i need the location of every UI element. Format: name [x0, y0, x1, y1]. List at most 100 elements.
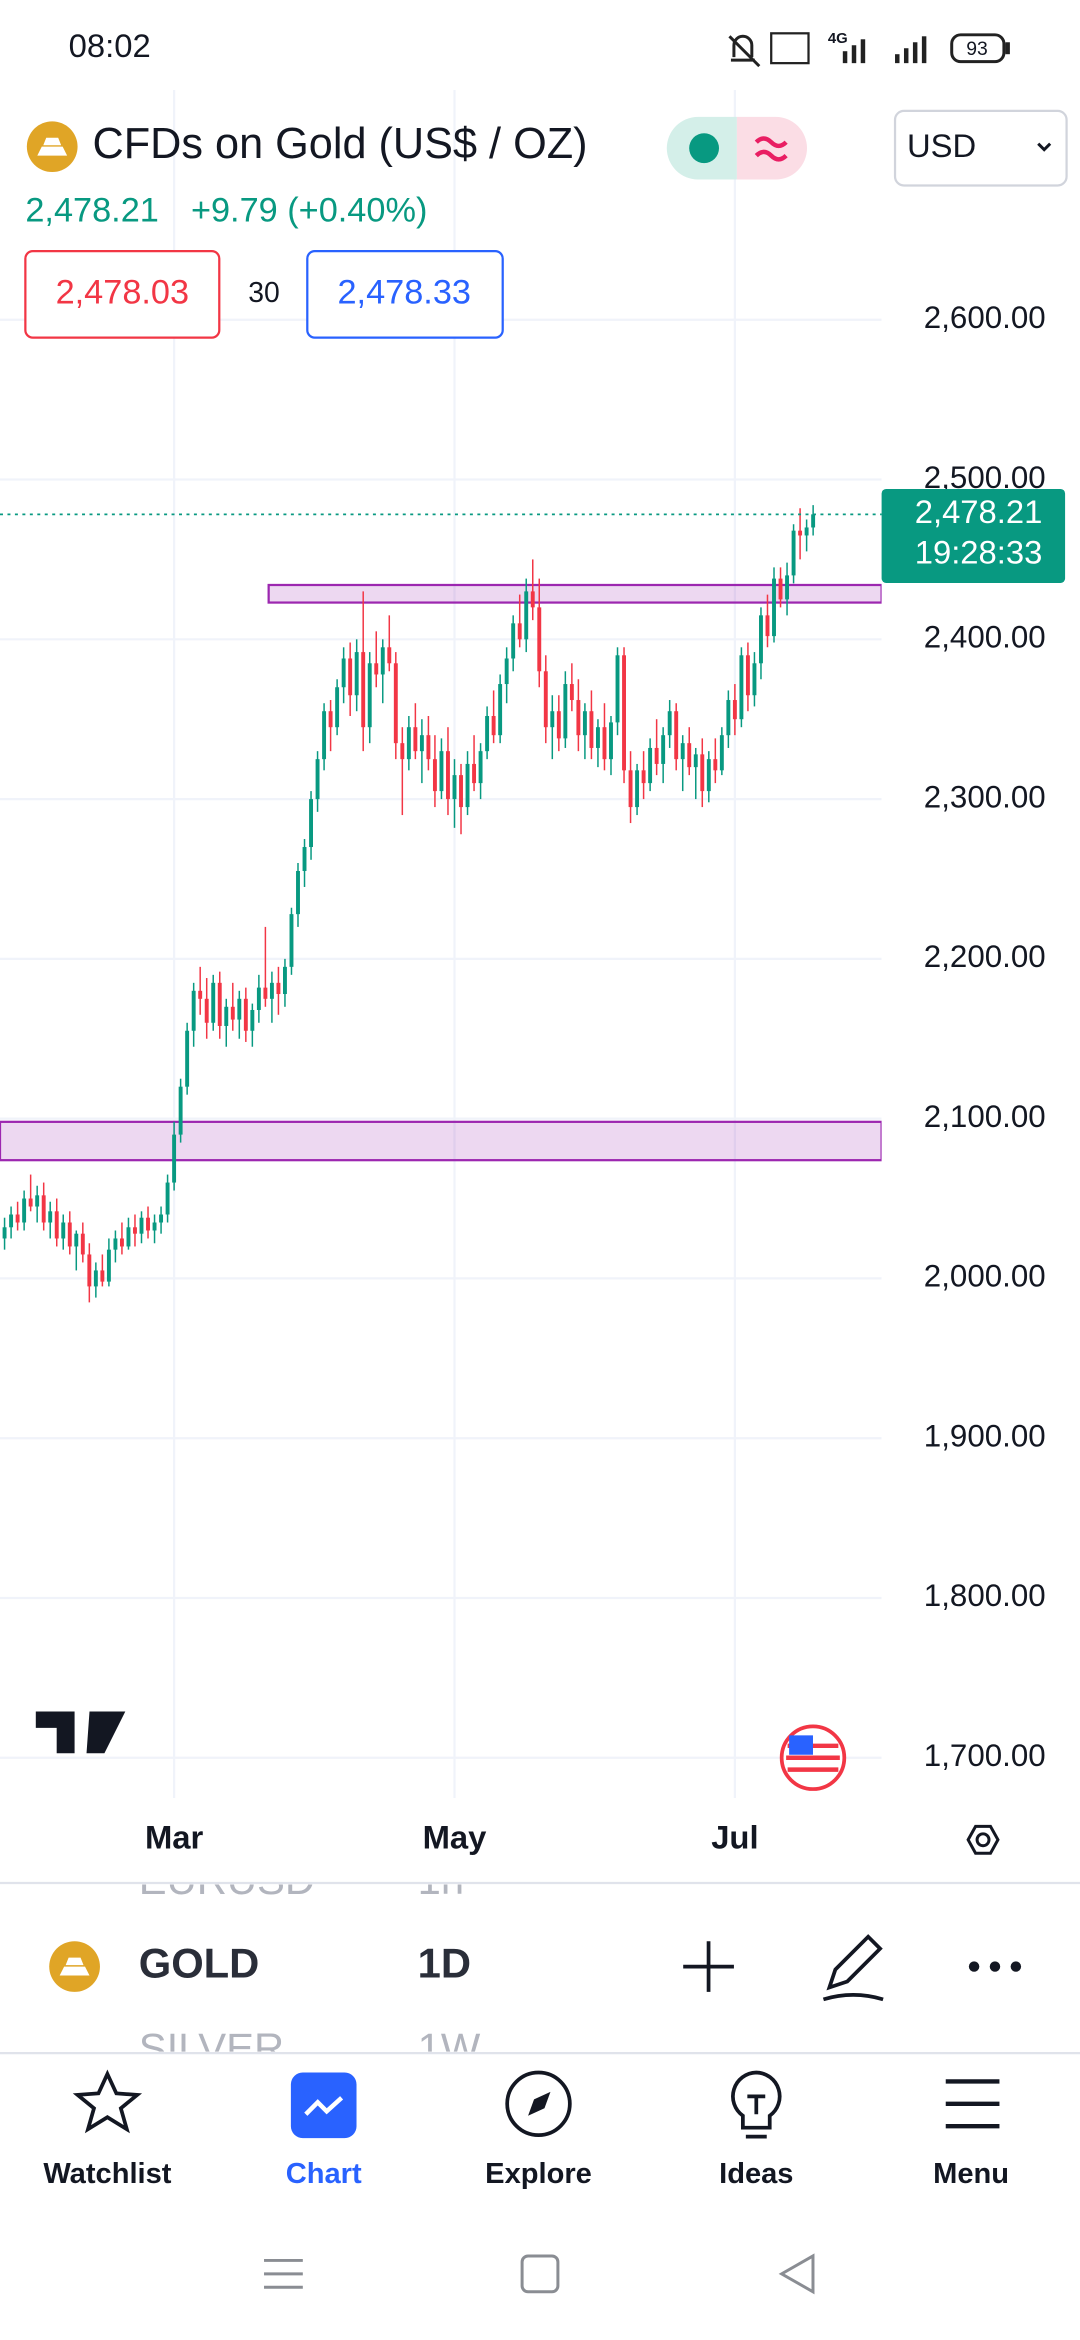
interval-selected[interactable]: 1D — [418, 1940, 471, 1987]
plot-area — [0, 90, 882, 1799]
candle-body — [322, 711, 327, 760]
candle-body — [113, 1238, 118, 1250]
candle-body — [15, 1214, 20, 1223]
candle-body — [791, 530, 796, 576]
candle-body — [250, 1009, 255, 1031]
candle-body — [491, 716, 496, 736]
price-zone — [267, 583, 882, 604]
candle-body — [765, 615, 770, 637]
y-tick-label: 2,600.00 — [924, 300, 1046, 335]
sell-button[interactable] — [24, 249, 221, 339]
candle-body — [178, 1086, 183, 1135]
candle-body — [41, 1195, 46, 1223]
candle-body — [700, 754, 705, 792]
spread: 30 — [248, 277, 280, 309]
candle-body — [2, 1227, 7, 1239]
nav-label[interactable]: Ideas — [719, 2158, 793, 2190]
candle-body — [759, 615, 763, 664]
candle-body — [622, 655, 626, 771]
draw-button[interactable] — [822, 1934, 884, 2002]
session-toggle[interactable] — [666, 116, 808, 180]
candle-body — [380, 647, 385, 675]
candle-body — [550, 711, 555, 728]
nav-label[interactable]: Watchlist — [43, 2158, 171, 2190]
candle-body — [745, 655, 750, 696]
nav-label[interactable]: Menu — [933, 2158, 1009, 2190]
watchlist-icon[interactable] — [72, 2069, 143, 2134]
candle-body — [641, 770, 646, 784]
candle-body — [354, 652, 359, 696]
y-tick-label: 2,100.00 — [924, 1099, 1046, 1134]
candle-body — [204, 998, 209, 1023]
battery-level: 93 — [966, 38, 988, 60]
chart-icon[interactable] — [290, 2072, 357, 2139]
nav-label[interactable]: Chart — [286, 2158, 362, 2190]
candle-body — [256, 987, 261, 1010]
candle-body — [432, 759, 437, 792]
bid-price[interactable]: 2,478.03 — [56, 273, 190, 311]
candle-body — [511, 623, 516, 659]
candle-body — [569, 684, 574, 701]
candle-body — [595, 727, 600, 748]
tradingview-logo[interactable] — [35, 1711, 126, 1754]
system-nav[interactable] — [264, 2253, 815, 2295]
interval-option[interactable]: 1h — [418, 1856, 464, 1904]
symbol-selected[interactable]: GOLD — [139, 1940, 260, 1987]
symbol-list: EURUSD 1h SILVER 1W — [139, 1856, 481, 2072]
y-tick-label: 1,900.00 — [924, 1418, 1046, 1453]
candle-body — [706, 759, 711, 792]
candle-body — [159, 1214, 164, 1223]
candle-body — [472, 763, 477, 784]
last-price-label: 2,478.21 — [915, 493, 1043, 530]
candle-body — [693, 754, 698, 768]
symbol-title[interactable]: CFDs on Gold (US$ / OZ) — [92, 120, 587, 168]
symbol-option[interactable]: SILVER — [139, 2025, 284, 2072]
y-tick-label: 2,200.00 — [924, 939, 1046, 974]
interval-option[interactable]: 1W — [418, 2025, 481, 2072]
candle-body — [341, 658, 346, 688]
candle-body — [198, 990, 203, 999]
more-button[interactable] — [968, 1961, 1022, 1972]
candle-body — [680, 743, 685, 760]
candle-body — [498, 684, 503, 736]
ask-price[interactable]: 2,478.33 — [337, 273, 471, 311]
ideas-icon[interactable] — [731, 2070, 782, 2139]
symbol-option[interactable]: EURUSD — [139, 1856, 315, 1904]
candle-body — [387, 647, 392, 664]
nav-label[interactable]: Explore — [485, 2158, 592, 2190]
candle-body — [230, 1006, 235, 1020]
candle-body — [667, 711, 672, 736]
candle-body — [100, 1270, 105, 1282]
add-button[interactable] — [683, 1941, 734, 1992]
explore-icon[interactable] — [505, 2070, 572, 2138]
candle-body — [67, 1222, 72, 1247]
network-label: 4G — [828, 31, 848, 47]
settings-icon[interactable] — [966, 1824, 1000, 1855]
candle-body — [374, 663, 379, 675]
y-tick-label: 2,300.00 — [924, 779, 1046, 814]
country-flag — [779, 1724, 847, 1791]
currency-select[interactable] — [893, 109, 1068, 187]
candle-body — [563, 684, 568, 739]
candle-body — [22, 1198, 27, 1223]
candle-body — [582, 711, 587, 736]
candle-body — [276, 982, 281, 995]
last-price-tag — [881, 488, 1066, 583]
symbol-icon — [49, 1941, 100, 1992]
candle-body — [139, 1217, 144, 1234]
candle-body — [106, 1249, 111, 1282]
price-change: +9.79 (+0.40%) — [191, 191, 427, 229]
currency-label[interactable]: USD — [907, 127, 976, 164]
candle-body — [798, 530, 803, 536]
candle-body — [576, 700, 581, 736]
candle-body — [485, 716, 490, 752]
candle-body — [752, 663, 757, 696]
candle-body — [719, 735, 724, 771]
candle-body — [289, 914, 294, 967]
candle-body — [732, 700, 737, 720]
buy-button[interactable] — [306, 249, 504, 339]
y-tick-label: 2,500.00 — [924, 460, 1046, 495]
candle-body — [446, 751, 450, 800]
candle-body — [328, 711, 333, 728]
menu-icon[interactable] — [945, 2079, 1000, 2129]
